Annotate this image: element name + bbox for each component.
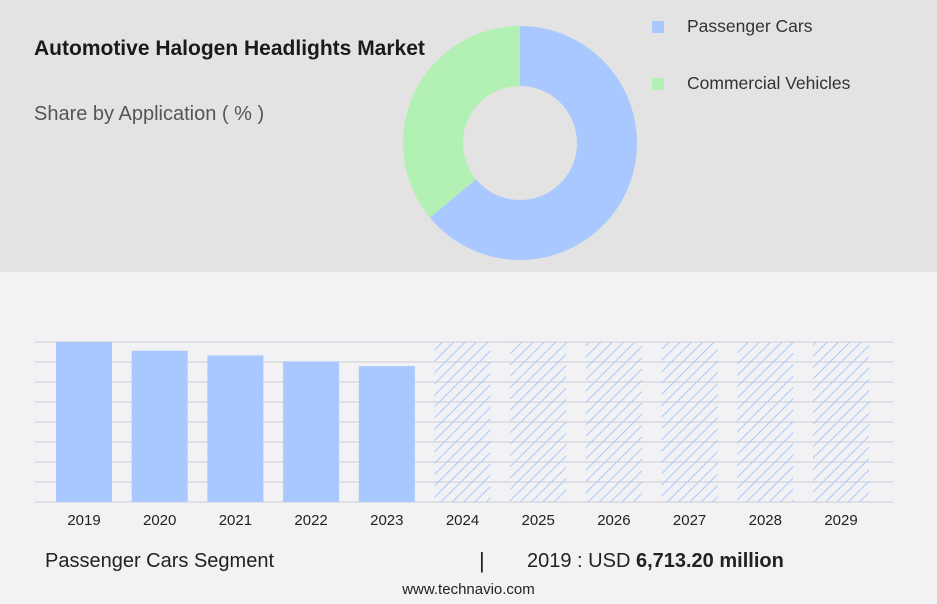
forecast-bar-2028[interactable] [737,342,794,502]
legend: Passenger Cars Commercial Vehicles [652,12,850,126]
page-title: Automotive Halogen Headlights Market [34,37,425,60]
segment-value: 2019 : USD 6,713.20 million [527,550,784,573]
x-tick-label: 2023 [370,512,403,529]
legend-label-commercial-vehicles: Commercial Vehicles [687,73,851,93]
donut-slice-commercial-vehicles[interactable] [402,26,520,218]
legend-swatch-passenger-cars [652,21,664,33]
summary-panel: Automotive Halogen Headlights Market Sha… [0,0,937,272]
donut-chart [402,26,637,260]
x-tick-label: 2019 [67,512,100,529]
segment-year-label: 2019 : USD [527,550,631,572]
x-tick-label: 2024 [446,512,479,529]
bar-2022[interactable] [283,361,340,502]
segment-label: Passenger Cars Segment [45,550,275,572]
legend-item-commercial-vehicles[interactable]: Commercial Vehicles [652,69,850,97]
bar-2023[interactable] [358,366,415,502]
forecast-bar-2027[interactable] [661,342,718,502]
page-subtitle: Share by Application ( % ) [34,103,265,125]
legend-swatch-commercial-vehicles [652,78,664,90]
x-tick-label: 2021 [219,512,252,529]
forecast-bar-2024[interactable] [434,342,491,502]
x-tick-label: 2027 [673,512,706,529]
forecast-bar-2026[interactable] [585,342,642,502]
bar-2021[interactable] [207,355,264,502]
x-tick-label: 2020 [143,512,176,529]
x-tick-label: 2029 [824,512,857,529]
donut-slice-passenger-cars[interactable] [429,26,637,260]
x-tick-label: 2022 [294,512,327,529]
source-link[interactable]: www.technavio.com [402,581,535,598]
bar-2020[interactable] [131,350,188,502]
x-tick-label: 2025 [522,512,555,529]
legend-label-passenger-cars: Passenger Cars [687,16,813,36]
bar-2019[interactable] [56,342,112,502]
segment-value-amount: 6,713.20 million [635,550,784,572]
x-tick-label: 2028 [749,512,782,529]
forecast-bar-2029[interactable] [813,342,869,502]
x-tick-label: 2026 [597,512,630,529]
bar-chart: 2019 2020 2021 2022 2023 2024 2025 2026 2027 2028… [35,341,893,529]
legend-item-passenger-cars[interactable]: Passenger Cars [652,12,850,40]
forecast-bar-2025[interactable] [510,342,567,502]
footer-separator: | [479,548,485,573]
